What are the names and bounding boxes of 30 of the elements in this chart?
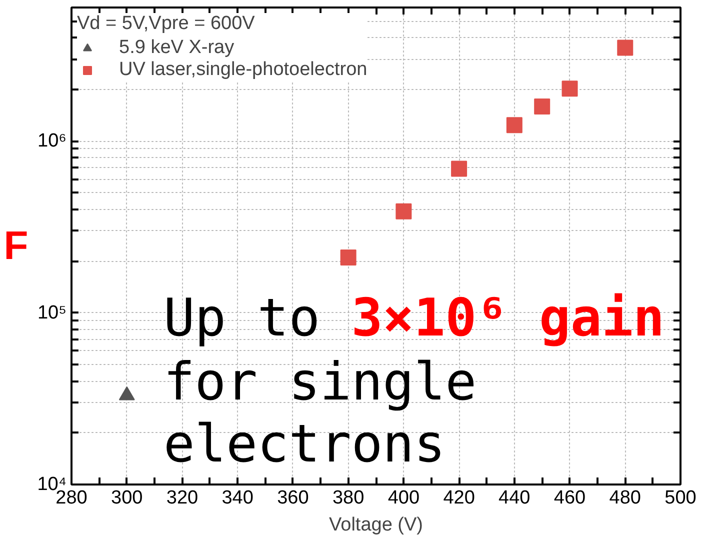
annotation: electrons [164,414,446,474]
x-axis-title: Voltage (V) [329,514,423,536]
x-tick-label: 480 [609,488,641,508]
x-tick-label: 360 [277,488,309,508]
legend-title: Vd = 5V,Vpre = 600V [77,13,256,35]
legend-label: UV laser,single-photoelectron [119,59,368,81]
x-tick-label: 460 [554,488,586,508]
y-tick-label: 10⁵ [37,302,67,324]
annotation: Up to [164,288,320,348]
annotation: 3×10⁶ gain [351,288,664,348]
legend-label: 5.9 keV X-ray [119,37,234,59]
point [396,203,412,220]
x-tick-label: 420 [443,488,475,508]
x-tick-label: 380 [332,488,364,508]
point [506,117,522,134]
point [617,40,634,56]
x-tick-label: 320 [166,488,198,508]
point [451,160,468,177]
point [534,98,550,115]
point [562,80,578,97]
annotation: for single [164,352,477,412]
x-tick-label: 440 [498,488,530,508]
x-tick-label: 300 [111,488,143,508]
x-tick-label: 500 [664,488,696,508]
x-tick-label: 400 [388,488,420,508]
x-tick-label: 340 [222,488,254,508]
point [118,386,135,400]
y-tick-label: 10⁶ [38,130,67,152]
y-axis-title: F [4,224,28,268]
point [340,249,356,266]
